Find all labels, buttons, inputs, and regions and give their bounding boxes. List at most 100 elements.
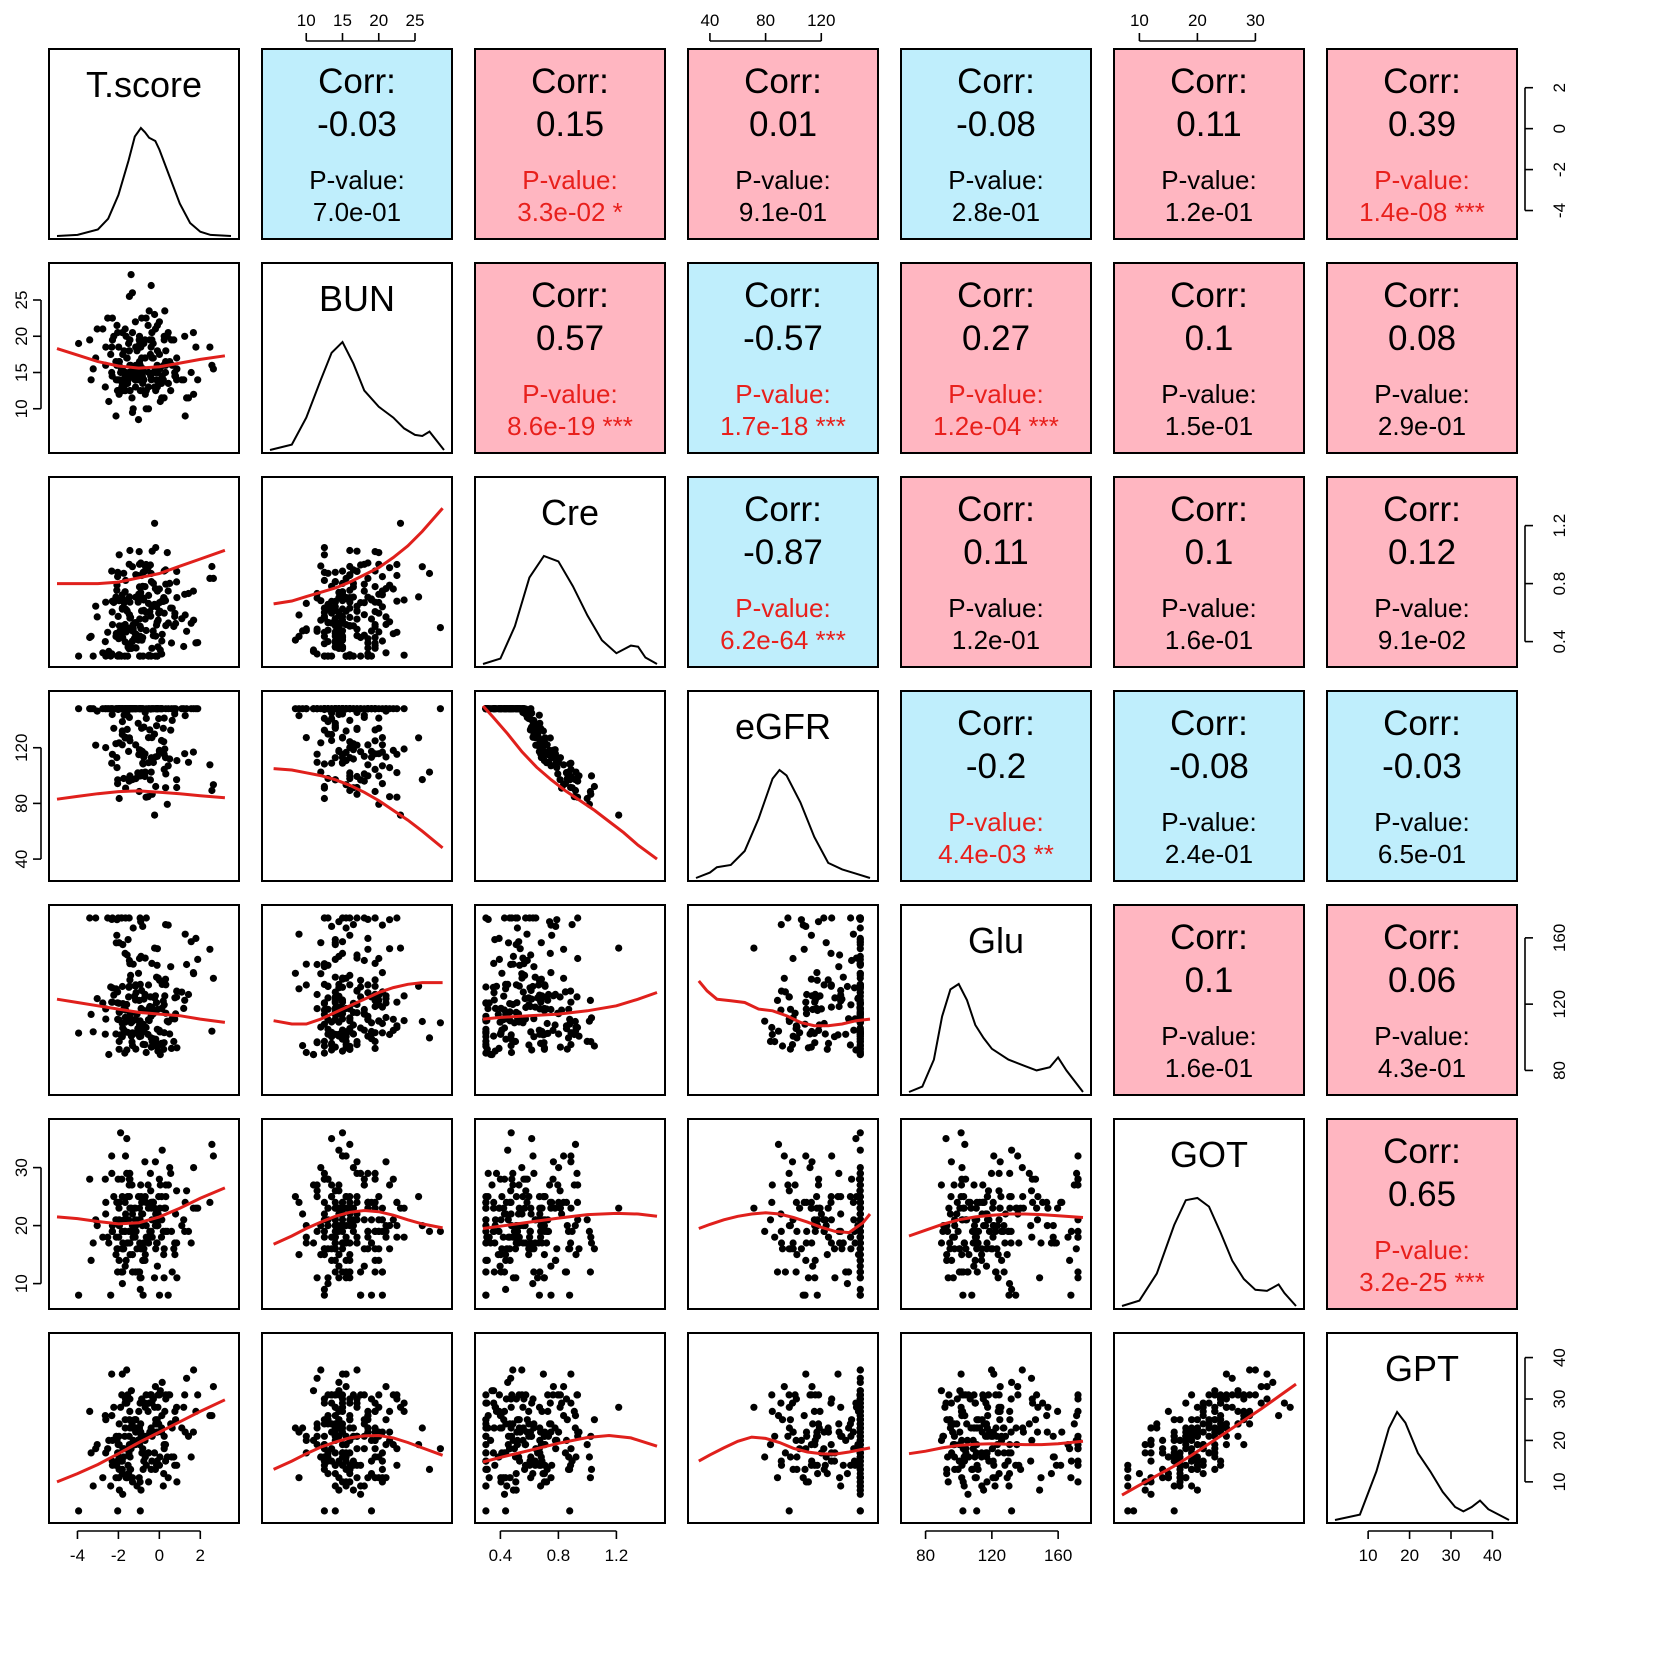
scatter-point xyxy=(164,379,172,387)
scatter-point xyxy=(521,1239,530,1247)
scatter-point xyxy=(145,307,153,315)
scatter-point xyxy=(320,551,328,559)
scatter-point xyxy=(1001,1239,1009,1247)
scatter-point xyxy=(331,568,339,576)
scatter-point xyxy=(181,611,189,619)
scatter-point xyxy=(425,1227,434,1235)
scatter-points xyxy=(75,1366,217,1515)
scatter-point xyxy=(115,1432,123,1440)
scatter-point xyxy=(172,619,180,628)
scatter-point xyxy=(1124,1482,1132,1490)
scatter-point xyxy=(953,1210,961,1218)
scatter-point xyxy=(371,1169,379,1177)
scatter-point xyxy=(108,372,116,380)
scatter-point xyxy=(118,383,126,391)
scatter-point xyxy=(342,1383,350,1391)
scatter-point xyxy=(781,1268,790,1276)
p-value-label: P-value: xyxy=(1161,593,1256,623)
corr-value: 0.11 xyxy=(963,533,1029,572)
scatter-point xyxy=(507,1048,516,1057)
scatter-point xyxy=(846,1193,855,1201)
scatter-point xyxy=(425,768,434,776)
scatter-point xyxy=(1205,1432,1213,1440)
scatter-point xyxy=(1275,1412,1283,1420)
scatter-point xyxy=(1039,1399,1047,1407)
scatter-point xyxy=(346,1140,354,1148)
panel-frame xyxy=(1113,262,1305,454)
scatter-point xyxy=(127,1227,135,1235)
correlation-cell-bg xyxy=(901,263,1091,453)
p-value-label: P-value: xyxy=(522,379,617,409)
scatter-point xyxy=(158,980,166,989)
scatter-point xyxy=(786,1005,795,1013)
scatter-point xyxy=(167,726,175,734)
scatter-point xyxy=(320,1420,328,1428)
scatter-point xyxy=(512,1470,520,1478)
scatter-point xyxy=(482,1216,490,1224)
scatter-point xyxy=(162,784,170,792)
scatter-point xyxy=(302,734,310,742)
scatter-point xyxy=(813,1291,821,1299)
scatter-point xyxy=(89,1028,97,1036)
scatter-point xyxy=(173,776,181,784)
scatter-point xyxy=(386,793,394,801)
scatter-point xyxy=(378,637,386,645)
scatter-point xyxy=(823,1045,831,1053)
scatter-point xyxy=(511,1245,520,1253)
scatter-point xyxy=(495,934,503,943)
scatter-point xyxy=(353,1474,361,1482)
scatter-point xyxy=(1054,1407,1062,1415)
scatter-point xyxy=(338,567,347,575)
scatter-point xyxy=(386,764,394,772)
scatter-point xyxy=(962,1391,970,1399)
scatter-point xyxy=(156,646,164,654)
panel-r6-c2 xyxy=(474,1332,666,1524)
scatter-point xyxy=(118,1031,126,1039)
scatter-point xyxy=(324,1030,332,1038)
scatter-point xyxy=(124,936,132,944)
scatter-point xyxy=(539,1031,548,1039)
scatter-point xyxy=(1049,1432,1057,1440)
scatter-point xyxy=(425,569,434,578)
scatter-point xyxy=(1170,1436,1178,1444)
scatter-point xyxy=(946,1239,954,1247)
scatter-point xyxy=(527,986,535,995)
scatter-point xyxy=(152,782,160,791)
scatter-point xyxy=(114,1245,122,1253)
scatter-point xyxy=(1054,1204,1062,1212)
corr-label: Corr: xyxy=(957,490,1035,529)
scatter-point xyxy=(346,716,354,725)
scatter-point xyxy=(157,1233,166,1241)
scatter-point xyxy=(118,741,126,749)
corr-value: 0.11 xyxy=(1176,105,1242,144)
scatter-point xyxy=(561,988,570,996)
scatter-point xyxy=(190,390,198,398)
tick-label: 160 xyxy=(1044,1546,1072,1565)
panel-frame xyxy=(48,904,240,1096)
scatter-point xyxy=(560,1412,568,1420)
scatter-point xyxy=(856,1164,864,1172)
scatter-point xyxy=(317,970,325,978)
scatter-point xyxy=(338,1420,347,1428)
scatter-point xyxy=(1130,1507,1138,1515)
scatter-point xyxy=(991,1482,999,1490)
panel-frame xyxy=(687,1118,879,1310)
scatter-point xyxy=(1043,1412,1051,1420)
scatter-point xyxy=(983,1478,991,1486)
scatter-point xyxy=(766,1216,775,1224)
scatter-point xyxy=(360,777,368,785)
scatter-point xyxy=(849,930,858,938)
scatter-point xyxy=(856,938,864,946)
scatter-point xyxy=(378,1204,386,1212)
scatter-point xyxy=(1074,1445,1082,1453)
panel-r4-c5: Corr:0.1P-value:1.6e-01 xyxy=(1113,904,1305,1096)
scatter-point xyxy=(299,705,307,713)
scatter-point xyxy=(856,1412,864,1420)
scatter-point xyxy=(515,938,523,946)
scatter-point xyxy=(575,1245,583,1253)
scatter-point xyxy=(527,1474,535,1482)
scatter-point xyxy=(1005,1280,1014,1288)
scatter-point xyxy=(127,1387,135,1395)
scatter-point xyxy=(331,1256,339,1264)
p-value: 1.2e-01 xyxy=(1165,197,1253,227)
